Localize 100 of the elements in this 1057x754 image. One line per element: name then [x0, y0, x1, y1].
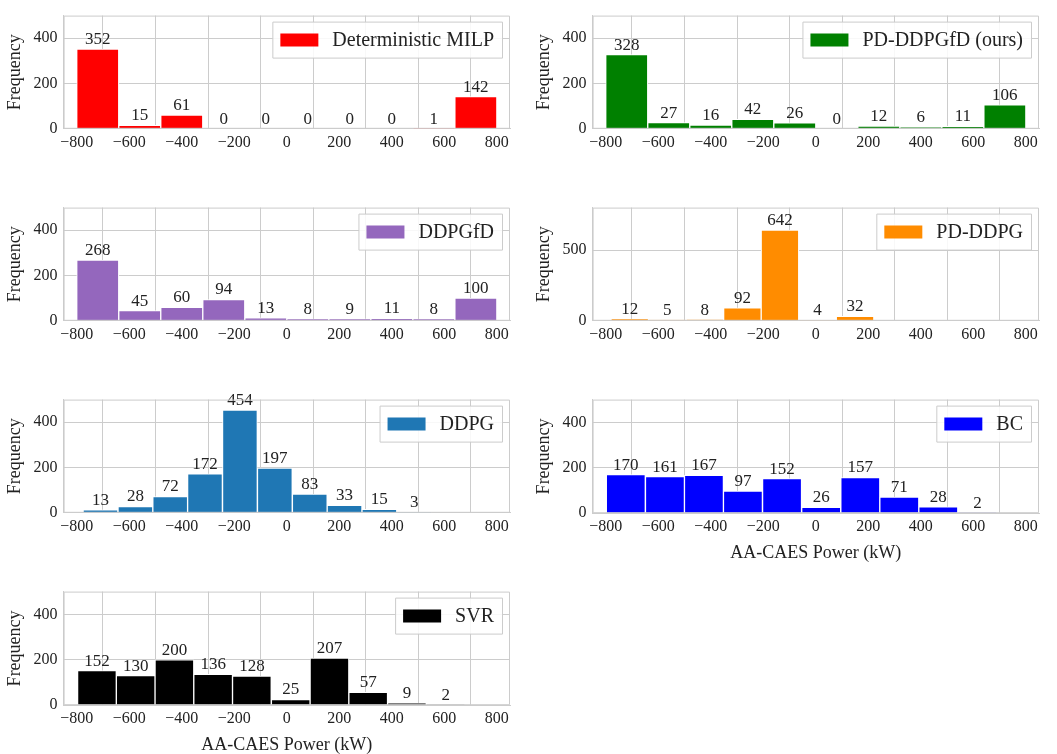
data-label: 157	[847, 457, 874, 477]
y-axis-title: Frequency	[3, 418, 24, 495]
data-label: 207	[316, 638, 343, 658]
x-tick-label: 200	[327, 709, 352, 726]
x-tick-label: 400	[379, 132, 404, 150]
y-tick-label: 200	[33, 73, 58, 91]
x-tick-label: 800	[484, 132, 509, 150]
x-tick-label: −200	[746, 324, 780, 342]
data-label: 60	[173, 287, 191, 307]
y-tick-label: 0	[578, 119, 587, 136]
legend-label: DDPGfD	[418, 219, 495, 242]
data-label: 170	[613, 454, 639, 474]
data-label: 142	[463, 76, 489, 96]
x-tick-label: 600	[432, 516, 457, 534]
x-tick-label: −400	[165, 709, 199, 726]
data-label: 106	[992, 84, 1018, 104]
x-tick-label: −600	[641, 517, 675, 534]
x-tick-label: −800	[60, 709, 94, 726]
x-tick-label: −200	[746, 517, 780, 534]
y-tick-label: 200	[562, 457, 587, 475]
data-label: 8	[429, 298, 439, 318]
x-tick-label: 400	[908, 517, 933, 534]
legend-label: PD-DDPGfD (ours)	[862, 27, 1023, 51]
data-label: 197	[262, 448, 289, 468]
x-tick-label: −600	[112, 516, 146, 534]
y-tick-label: 200	[33, 265, 58, 283]
data-label: 9	[345, 298, 355, 318]
x-tick-label: −800	[589, 132, 623, 150]
y-tick-label: 0	[49, 695, 58, 713]
y-axis-title: Frequency	[3, 610, 24, 687]
data-label: 167	[691, 455, 718, 475]
data-label: 8	[700, 299, 710, 319]
data-label: 152	[84, 650, 110, 670]
y-tick-label: 400	[33, 412, 58, 430]
y-tick-label: 400	[562, 412, 587, 430]
x-tick-label: 800	[1013, 132, 1038, 150]
data-label: 13	[91, 489, 109, 509]
data-label: 130	[122, 655, 149, 675]
x-tick-label: 800	[1013, 324, 1038, 342]
data-label: 136	[200, 654, 226, 674]
data-label: 2	[973, 492, 982, 512]
data-label: 200	[161, 639, 188, 659]
x-tick-label: 600	[961, 132, 986, 150]
x-tick-label: −600	[112, 132, 146, 150]
legend-label: PD-DDPG	[936, 219, 1024, 242]
data-label: 11	[954, 106, 972, 126]
data-label: 11	[383, 298, 401, 318]
data-label: 57	[359, 672, 378, 692]
data-label: 152	[769, 458, 795, 478]
y-tick-label: 400	[33, 28, 58, 46]
data-label: 61	[173, 94, 191, 114]
x-tick-label: 400	[908, 132, 933, 150]
x-tick-label: 800	[1013, 517, 1038, 534]
x-tick-label: 600	[961, 517, 986, 534]
data-label: 2	[441, 684, 450, 704]
data-label: 26	[812, 487, 830, 507]
x-tick-label: 0	[811, 324, 820, 342]
data-label: 5	[663, 300, 672, 320]
data-label: 92	[733, 287, 751, 307]
data-label: 16	[702, 105, 720, 125]
x-tick-label: −400	[694, 132, 728, 150]
data-label: 642	[767, 209, 793, 229]
data-label: 25	[282, 679, 300, 699]
data-label: 9	[402, 683, 412, 703]
x-axis-title: AA-CAES Power (kW)	[730, 541, 902, 563]
legend-label: SVR	[455, 603, 495, 626]
x-tick-label: −200	[217, 709, 251, 726]
data-label: 12	[621, 299, 639, 319]
data-label: 15	[131, 105, 149, 125]
x-tick-label: −200	[217, 516, 251, 534]
x-tick-label: 0	[811, 517, 820, 534]
x-tick-label: −800	[60, 516, 94, 534]
x-tick-label: 200	[856, 132, 881, 150]
x-tick-label: 200	[327, 324, 352, 342]
x-tick-label: 0	[282, 516, 291, 534]
x-tick-label: 400	[379, 324, 404, 342]
x-tick-label: −400	[694, 324, 728, 342]
y-tick-label: 200	[562, 73, 587, 91]
data-label: 4	[813, 300, 823, 320]
data-label: 15	[370, 489, 388, 509]
x-tick-label: 200	[856, 324, 881, 342]
x-tick-label: −400	[165, 324, 199, 342]
y-axis-title: Frequency	[532, 34, 553, 111]
x-tick-label: −400	[165, 132, 199, 150]
y-tick-label: 400	[33, 220, 58, 238]
x-tick-label: −400	[165, 516, 199, 534]
x-tick-label: 400	[908, 324, 933, 342]
legend-label: Deterministic MILP	[332, 27, 494, 50]
data-label: 33	[336, 485, 354, 505]
data-label: 6	[916, 107, 926, 127]
data-label: 71	[890, 477, 908, 497]
x-tick-label: 200	[327, 132, 352, 150]
data-label: 42	[744, 99, 762, 119]
data-label: 0	[219, 108, 229, 128]
x-tick-label: 200	[327, 516, 352, 534]
x-tick-label: −600	[641, 324, 675, 342]
x-tick-label: 600	[432, 132, 457, 150]
data-label: 0	[345, 108, 355, 128]
data-label: 128	[239, 656, 265, 676]
data-label: 26	[786, 102, 804, 122]
